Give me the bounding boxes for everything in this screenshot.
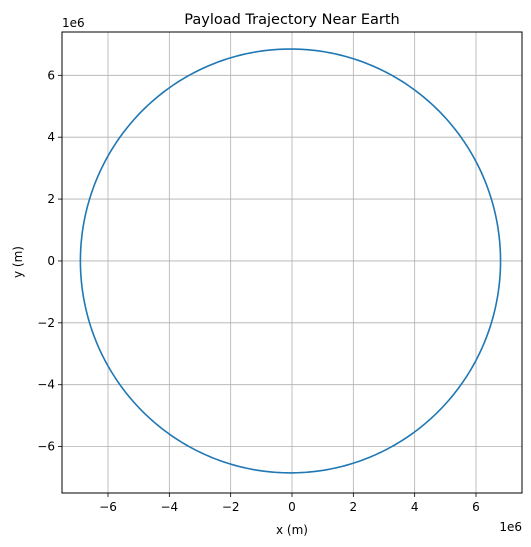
x-tick-label: 6 — [472, 500, 480, 514]
x-tick-label: −6 — [99, 500, 117, 514]
y-tick-label: 2 — [47, 192, 55, 206]
x-tick-label: 4 — [411, 500, 419, 514]
x-tick-label: −2 — [222, 500, 240, 514]
y-tick-label: −4 — [37, 378, 55, 392]
x-offset-label: 1e6 — [499, 520, 522, 534]
x-tick-label: 2 — [350, 500, 358, 514]
ticks: −6 −4 −2 0 2 4 6 −6 −4 −2 0 2 4 6 — [37, 68, 480, 514]
trajectory-line — [79, 48, 502, 474]
y-tick-label: 0 — [47, 254, 55, 268]
y-axis-label: y (m) — [11, 246, 25, 278]
y-tick-label: −2 — [37, 316, 55, 330]
y-tick-label: 4 — [47, 130, 55, 144]
grid — [62, 32, 522, 493]
chart-title: Payload Trajectory Near Earth — [184, 12, 399, 28]
y-tick-label: −6 — [37, 440, 55, 454]
x-tick-label: 0 — [288, 500, 296, 514]
data-layer — [79, 48, 502, 474]
x-tick-label: −4 — [160, 500, 178, 514]
y-tick-label: 6 — [47, 68, 55, 82]
y-offset-label: 1e6 — [62, 16, 85, 30]
x-axis-label: x (m) — [276, 523, 308, 537]
